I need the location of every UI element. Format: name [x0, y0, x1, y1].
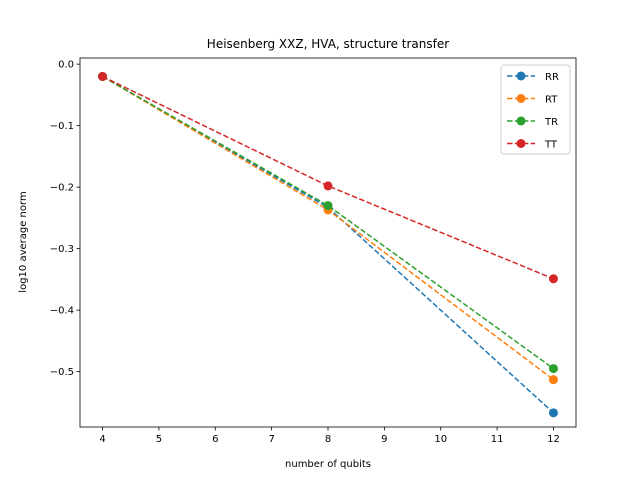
chart-title: Heisenberg XXZ, HVA, structure transfer	[207, 37, 449, 51]
data-point-tt	[98, 71, 108, 81]
y-tick-label: −0.5	[50, 367, 74, 378]
x-tick-label: 9	[381, 434, 387, 445]
legend-entry-tt: TT	[507, 139, 558, 151]
data-point-tt	[548, 274, 558, 284]
legend-marker-rr	[516, 71, 526, 81]
legend-box	[500, 64, 571, 155]
legend-label-rt: RT	[545, 95, 558, 106]
series-line-tr	[102, 75, 554, 370]
x-axis-label: number of qubits	[285, 459, 371, 470]
y-tick-label: −0.4	[50, 306, 74, 317]
data-point-rr	[548, 408, 558, 418]
x-axis: 4 5 6 7 8 9 10 11 12	[99, 427, 560, 445]
data-point-tt	[323, 181, 333, 191]
legend-label-rr: RR	[545, 72, 559, 83]
series-line-tt	[102, 75, 554, 280]
x-tick-label: 7	[268, 434, 274, 445]
y-axis: 0.0 −0.1 −0.2 −0.3 −0.4 −0.5	[50, 60, 80, 378]
legend-label-tr: TR	[544, 117, 558, 128]
y-tick-label: −0.2	[50, 183, 74, 194]
x-tick-label: 6	[212, 434, 218, 445]
x-tick-label: 11	[491, 434, 504, 445]
x-tick-label: 12	[547, 434, 560, 445]
x-tick-label: 4	[99, 434, 105, 445]
legend-entry-rr: RR	[507, 71, 559, 83]
x-tick-label: 8	[325, 434, 331, 445]
x-tick-label: 5	[156, 434, 162, 445]
legend-entry-rt: RT	[507, 94, 558, 106]
y-tick-label: −0.1	[50, 121, 74, 132]
data-point-rt	[548, 375, 558, 385]
data-point-tr	[548, 364, 558, 374]
legend-label-tt: TT	[544, 140, 558, 151]
legend-marker-rt	[516, 94, 526, 103]
legend-entry-tr: TR	[507, 116, 558, 128]
plot-area	[98, 71, 558, 418]
x-tick-label: 10	[434, 434, 447, 445]
data-point-tr	[323, 201, 333, 211]
legend: RR RT TR TT	[500, 64, 571, 155]
legend-marker-tt	[516, 139, 526, 148]
y-axis-label: log10 average norm	[18, 191, 29, 292]
y-tick-label: −0.3	[50, 244, 74, 255]
legend-marker-tr	[516, 116, 526, 126]
y-tick-label: 0.0	[58, 60, 74, 71]
